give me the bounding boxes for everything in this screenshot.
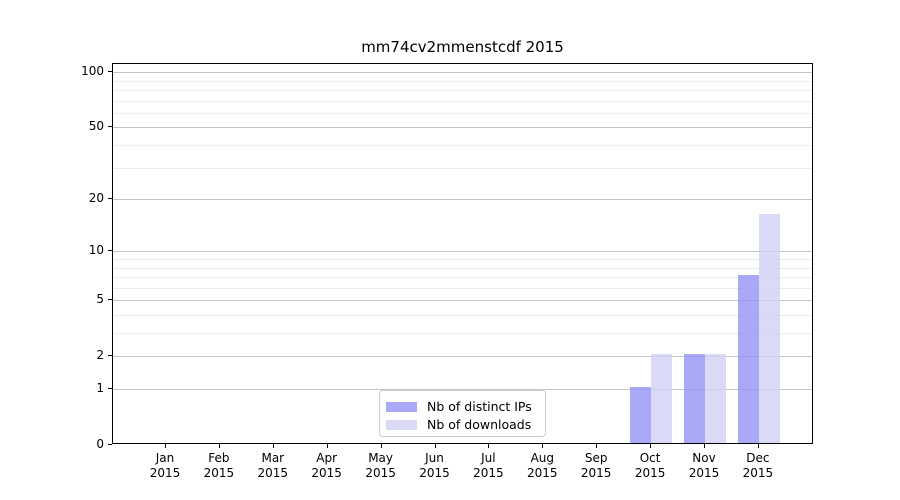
x-axis-tick (542, 444, 544, 448)
legend-swatch-distinct-ips (386, 401, 417, 412)
gridline-minor (113, 259, 812, 260)
gridline-major (113, 389, 812, 390)
y-axis-tick (108, 71, 112, 73)
y-tick-label: 1 (96, 381, 104, 395)
x-tick-label: Apr 2015 (311, 451, 342, 480)
gridline-major (113, 251, 812, 253)
gridline-minor (113, 333, 812, 334)
x-tick-label: Sep 2015 (580, 451, 612, 480)
x-axis-tick (218, 444, 220, 448)
x-axis-tick (704, 444, 705, 448)
y-tick-label: 5 (96, 292, 104, 307)
legend-swatch-downloads (386, 419, 417, 430)
x-tick-label: Nov 2015 (688, 451, 720, 480)
y-axis-tick (108, 388, 112, 389)
gridline-minor (113, 287, 812, 289)
gridline-major (113, 127, 812, 129)
x-axis-tick (488, 444, 490, 448)
x-tick-label: Jan 2015 (149, 451, 181, 480)
legend: Nb of distinct IPs Nb of downloads (379, 390, 546, 437)
gridline-minor (113, 89, 812, 91)
x-tick-label: Jun 2015 (419, 451, 450, 480)
chart-title: mm74cv2mmenstcdf 2015 (361, 38, 564, 56)
x-axis-tick (434, 444, 436, 448)
y-tick-label: 0 (96, 437, 104, 451)
y-tick-label: 100 (81, 64, 104, 79)
x-tick-label: Oct 2015 (634, 451, 666, 480)
x-tick-label: Feb 2015 (203, 451, 235, 480)
gridline-minor (113, 267, 812, 269)
x-axis-tick (650, 444, 652, 448)
y-axis-tick (108, 126, 112, 128)
x-tick-label: May 2015 (365, 451, 396, 480)
legend-entry-distinct-ips: Nb of distinct IPs (386, 398, 539, 415)
bar-distinct-ips (630, 387, 652, 443)
x-axis-tick (272, 444, 274, 448)
legend-label-distinct-ips: Nb of distinct IPs (427, 399, 532, 414)
x-axis-tick (757, 444, 759, 448)
y-axis-tick (108, 198, 112, 199)
y-tick-label: 20 (88, 191, 104, 205)
x-axis-tick (165, 444, 166, 448)
bar-distinct-ips (684, 354, 705, 443)
legend-label-downloads: Nb of downloads (427, 417, 532, 432)
bar-downloads (758, 214, 780, 443)
x-tick-label: Dec 2015 (742, 451, 774, 480)
gridline-minor (113, 80, 812, 82)
x-tick-label: Aug 2015 (527, 451, 558, 480)
gridline-major (113, 199, 812, 200)
y-axis-tick (108, 444, 112, 445)
gridline-minor (113, 167, 812, 169)
x-axis-tick (326, 444, 328, 448)
legend-entry-downloads: Nb of downloads (386, 416, 539, 433)
y-tick-label: 50 (88, 119, 104, 134)
gridline-major (113, 356, 812, 358)
gridline-minor (113, 112, 812, 114)
gridline-major (113, 300, 812, 302)
y-axis-tick (108, 299, 112, 301)
bar-downloads (705, 354, 726, 443)
x-tick-label: Jul 2015 (473, 451, 504, 480)
bar-downloads (651, 354, 673, 443)
gridline-minor (113, 277, 812, 278)
gridline-minor (113, 144, 812, 146)
gridline-major (113, 72, 812, 74)
plot-area (112, 63, 813, 444)
y-axis-tick (108, 250, 112, 252)
y-tick-label: 2 (96, 348, 104, 363)
gridline-minor (113, 315, 812, 316)
gridline-minor (113, 100, 812, 102)
y-axis-tick (108, 355, 112, 357)
x-axis-tick (380, 444, 382, 448)
x-axis-tick (596, 444, 598, 448)
bar-distinct-ips (737, 275, 759, 443)
x-tick-label: Mar 2015 (257, 451, 289, 480)
y-tick-label: 10 (88, 243, 104, 258)
